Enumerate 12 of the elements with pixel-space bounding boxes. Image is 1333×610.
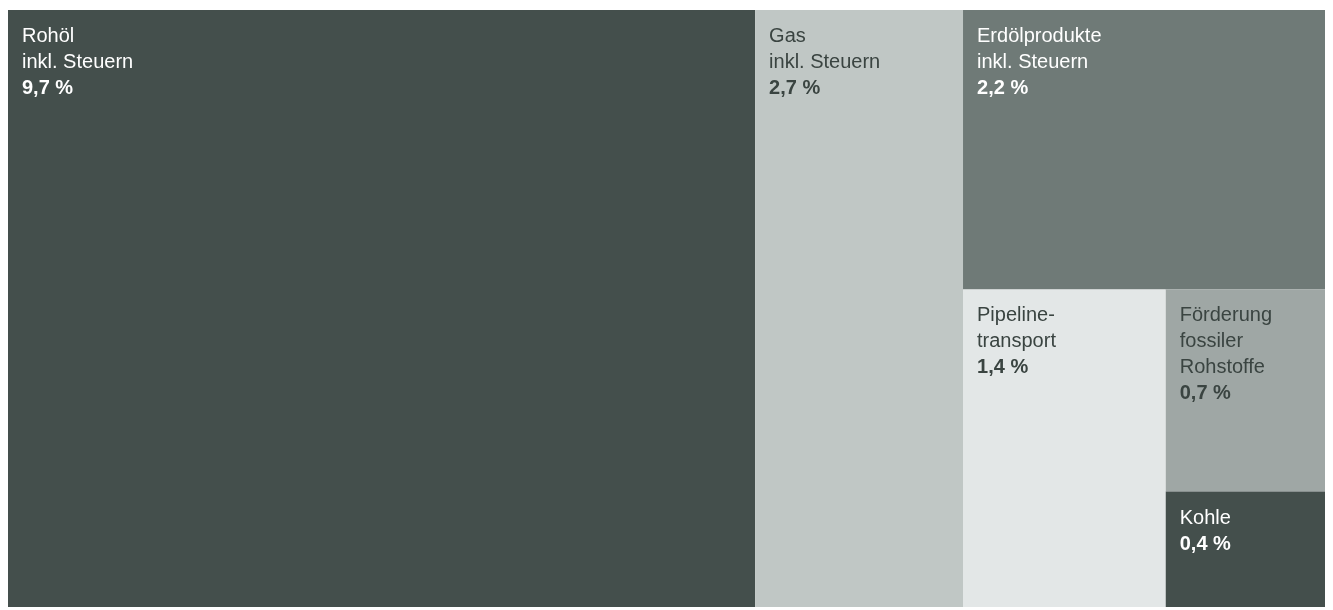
data-label: 2,2 % xyxy=(977,76,1029,98)
category-label: Gas inkl. Steuern xyxy=(769,24,881,72)
category-label: Pipeline- transport xyxy=(977,303,1057,352)
data-label: 0,7 % xyxy=(1179,381,1232,404)
data-label: 1,4 % xyxy=(977,355,1029,378)
category-label: Rohöl inkl. Steuern xyxy=(22,24,134,72)
category-label: Förderung fossiler Rohstoffe xyxy=(1179,303,1273,378)
data-label: 9,7 % xyxy=(22,76,74,98)
data-label: 2,7 % xyxy=(769,76,821,98)
category-label: Erdölprodukte inkl. Steuern xyxy=(977,24,1102,72)
data-label: 0,4 % xyxy=(1179,531,1232,554)
category-label: Kohle xyxy=(1179,505,1231,528)
